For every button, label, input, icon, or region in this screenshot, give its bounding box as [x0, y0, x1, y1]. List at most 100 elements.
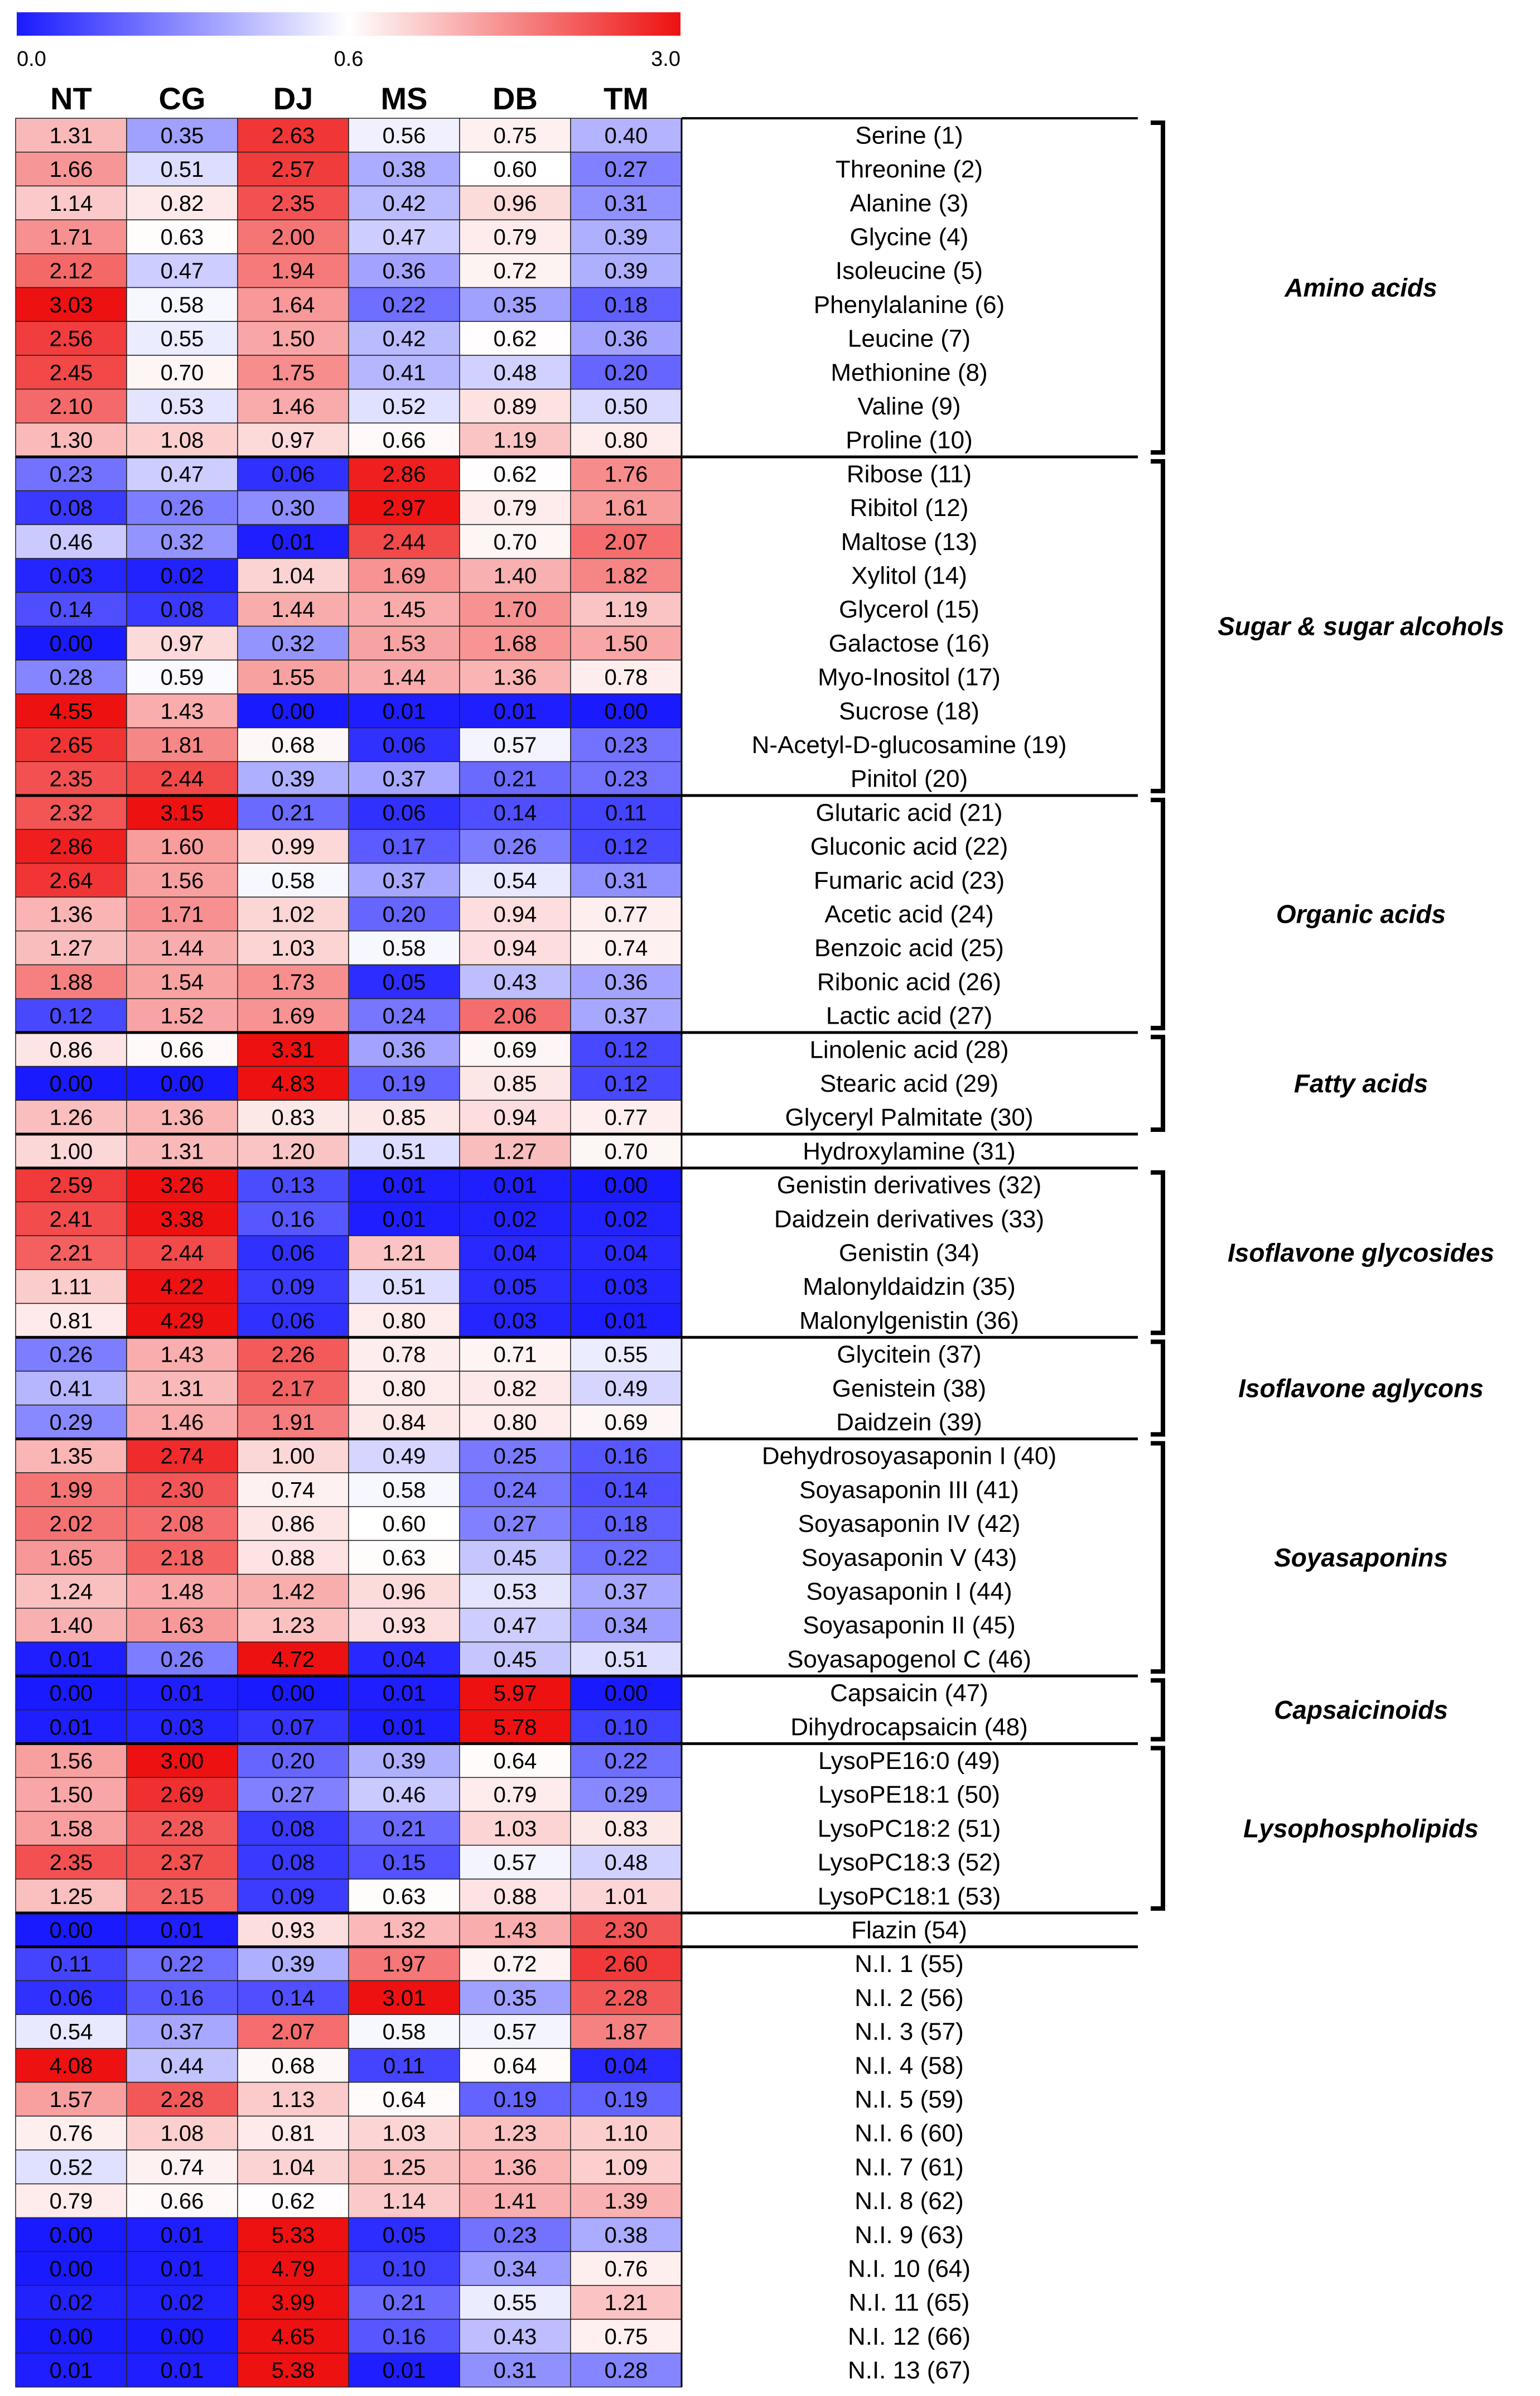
cell-value-label: 0.18	[605, 1512, 648, 1536]
group-separators	[16, 117, 1138, 2387]
heatmap-cell	[15, 524, 127, 559]
heatmap-cell	[570, 490, 682, 526]
cell-value-label: 1.03	[272, 936, 315, 961]
row-label: Myo-Inositol (17)	[818, 664, 1001, 691]
column-label-db: DB	[493, 81, 538, 116]
cell-value-label: 1.43	[161, 1343, 204, 1367]
heatmap-cell	[126, 1167, 238, 1203]
cell-value-label: 0.86	[272, 1512, 315, 1536]
cell-value-label: 1.23	[272, 1613, 315, 1638]
cell-value-label: 1.57	[50, 2088, 93, 2112]
cell-value-label: 0.46	[383, 1783, 426, 1807]
cell-value-label: 2.35	[50, 767, 93, 792]
cell-value-label: 0.01	[383, 1173, 426, 1198]
cell-value-label: 0.45	[494, 1546, 537, 1570]
cell-value-label: 1.69	[383, 563, 426, 588]
cell-value-label: 0.08	[272, 1850, 315, 1875]
cell-value-label: 0.47	[161, 462, 204, 486]
row-label: Hydroxylamine (31)	[803, 1137, 1015, 1165]
heatmap-cell	[348, 219, 460, 254]
heatmap-cell	[570, 1269, 682, 1304]
heatmap-cell	[459, 1574, 571, 1609]
cell-value-label: 0.23	[605, 767, 648, 792]
cell-value-label: 1.71	[50, 225, 93, 249]
row-label: N.I. 11 (65)	[849, 2289, 970, 2316]
cell-value-label: 2.64	[50, 869, 93, 893]
cell-value-label: 2.10	[50, 394, 93, 419]
row-label: N.I. 3 (57)	[855, 2018, 964, 2046]
row-label: Maltose (13)	[841, 528, 978, 556]
cell-value-label: 1.35	[50, 1444, 93, 1469]
cell-value-label: 0.76	[50, 2122, 93, 2146]
cell-value-label: 4.65	[272, 2325, 315, 2349]
cell-value-label: 3.31	[272, 1038, 315, 1062]
cell-value-label: 1.27	[50, 936, 93, 961]
column-labels: NT CG DJ MS DB TM	[50, 81, 649, 116]
cell-value-label: 2.18	[161, 1546, 204, 1570]
heatmap-cell	[237, 558, 349, 593]
row-label: Lactic acid (27)	[826, 1002, 992, 1030]
cell-value-label: 2.44	[161, 767, 204, 792]
heatmap-cell	[459, 1641, 571, 1676]
heatmap-cell	[126, 1574, 238, 1609]
heatmap-cell	[570, 1540, 682, 1575]
cell-value-label: 2.86	[383, 462, 426, 486]
cell-value-label: 0.96	[494, 191, 537, 216]
cell-value-label: 2.69	[161, 1783, 204, 1807]
cell-value-label: 1.21	[605, 2291, 648, 2315]
heatmap-cell	[237, 388, 349, 424]
group-label: Isoflavone aglycons	[1238, 1373, 1484, 1402]
heatmap-cell	[126, 524, 238, 559]
heatmap-cell	[15, 592, 127, 627]
group-label: Capsaicinoids	[1274, 1695, 1448, 1724]
heatmap-cell	[15, 355, 127, 390]
row-label: LysoPC18:3 (52)	[818, 1849, 1001, 1876]
cell-value-label: 0.97	[161, 631, 204, 656]
cell-value-label: 1.43	[494, 1918, 537, 1942]
heatmap-cell	[459, 185, 571, 220]
heatmap-cell	[237, 321, 349, 356]
cell-value-label: 2.28	[161, 2088, 204, 2112]
heatmap-cell	[15, 964, 127, 999]
cell-value-label: 0.53	[161, 394, 204, 419]
cell-value-label: 0.31	[605, 191, 648, 216]
heatmap-cell	[570, 862, 682, 898]
cell-value-label: 0.26	[494, 835, 537, 859]
cell-value-label: 1.01	[605, 1884, 648, 1909]
cell-value-label: 2.06	[494, 1004, 537, 1029]
heatmap-cell	[15, 558, 127, 593]
row-label: Threonine (2)	[836, 156, 983, 183]
cell-value-label: 0.63	[161, 225, 204, 249]
heatmap-cell	[570, 1709, 682, 1744]
cell-value-label: 0.80	[605, 428, 648, 453]
row-label: Genistin (34)	[839, 1239, 979, 1266]
heatmap-cell	[570, 1506, 682, 1541]
cell-value-label: 0.14	[494, 801, 537, 825]
heatmap-cell	[237, 1980, 349, 2015]
cell-value-label: 0.25	[494, 1444, 537, 1469]
cell-value-label: 0.70	[605, 1139, 648, 1164]
heatmap-cell	[459, 1472, 571, 1507]
cell-value-label: 2.26	[272, 1343, 315, 1367]
heatmap-cell	[237, 1371, 349, 1406]
cell-value-label: 0.39	[383, 1749, 426, 1773]
row-label: Benzoic acid (25)	[814, 934, 1004, 962]
heatmap-cell	[459, 355, 571, 390]
row-label: Malonyldaidzin (35)	[803, 1273, 1016, 1300]
cell-value-label: 0.58	[383, 2020, 426, 2045]
cell-value-label: 0.26	[161, 496, 204, 520]
heatmap-cell	[15, 2115, 127, 2151]
heatmap-cell	[348, 1337, 460, 1372]
heatmap-cell	[15, 1303, 127, 1338]
heatmap-cell	[570, 355, 682, 390]
group-bracket	[1151, 1034, 1165, 1132]
cell-value-label: 1.31	[161, 1139, 204, 1164]
heatmap-cell	[570, 795, 682, 830]
heatmap-cell	[570, 828, 682, 864]
heatmap-cell	[15, 490, 127, 526]
cell-value-label: 0.00	[50, 1918, 93, 1942]
heatmap-cell	[570, 558, 682, 593]
heatmap-cell	[126, 1912, 238, 1947]
row-label: Daidzein (39)	[836, 1409, 982, 1436]
heatmap-cell	[570, 1811, 682, 1846]
